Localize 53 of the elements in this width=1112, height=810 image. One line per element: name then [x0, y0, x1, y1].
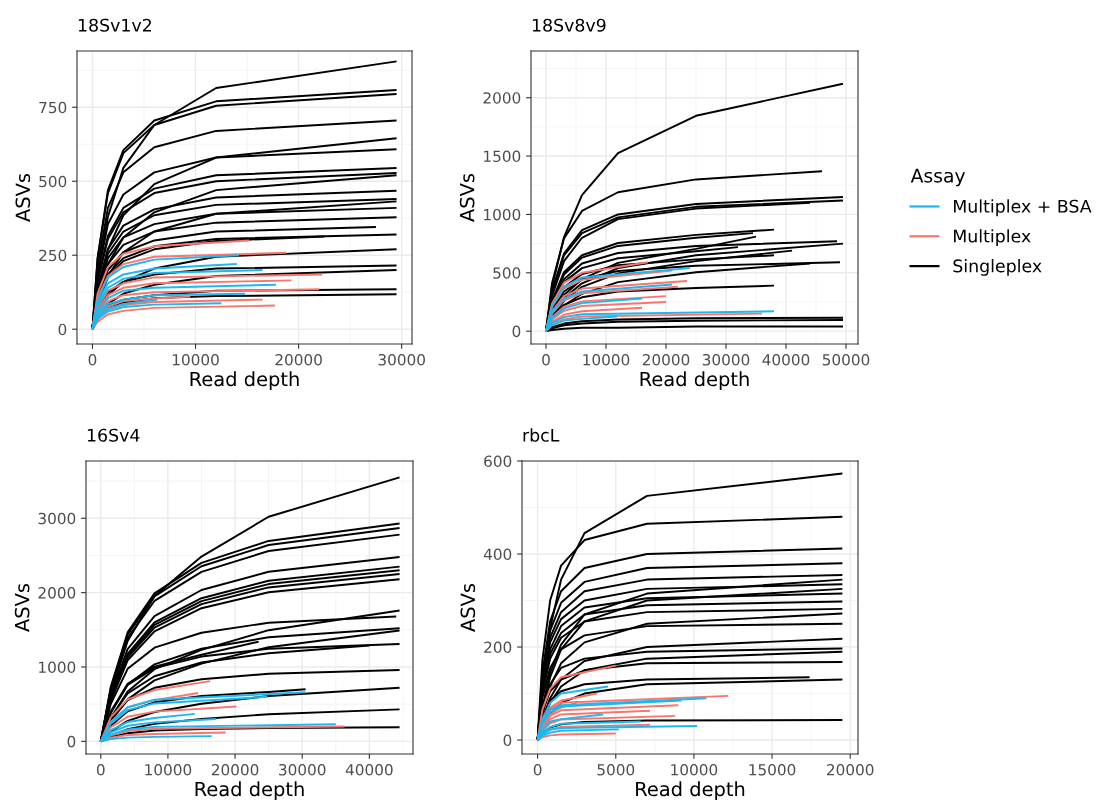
- y-tick-label: 500: [39, 175, 67, 188]
- y-tick-label: 1500: [484, 150, 521, 163]
- x-tick-label: 0: [96, 763, 105, 776]
- y-tick-label: 500: [493, 267, 521, 279]
- x-tick-label: 40000: [345, 763, 393, 776]
- x-tick-label: 15000: [749, 763, 796, 776]
- y-tick-label: 200: [484, 641, 512, 654]
- legend-label: Singleplex: [953, 259, 1042, 276]
- y-tick-label: 0: [512, 325, 521, 338]
- x-tick-label: 30000: [279, 763, 326, 776]
- legend-label: Multiplex + BSA: [954, 199, 1092, 217]
- y-tick-label: 250: [39, 249, 67, 262]
- x-tick-label: 50000: [822, 353, 870, 366]
- legend-title: Assay: [910, 168, 966, 187]
- y-tick-label: 600: [484, 455, 512, 468]
- x-axis-title: Read depth: [190, 371, 299, 391]
- x-tick-label: 5000: [597, 763, 635, 776]
- legend-label: Multiplex: [954, 229, 1031, 246]
- y-tick-label: 0: [67, 735, 76, 748]
- x-tick-label: 0: [542, 353, 550, 366]
- y-tick-label: 2000: [38, 587, 76, 599]
- x-tick-label: 20000: [275, 353, 322, 366]
- x-tick-label: 20000: [211, 763, 259, 776]
- x-tick-label: 40000: [762, 353, 810, 366]
- y-tick-label: 2000: [483, 92, 521, 104]
- x-axis-title: Read depth: [640, 371, 749, 391]
- x-tick-label: 0: [533, 763, 542, 776]
- x-tick-label: 30000: [378, 353, 425, 366]
- x-tick-label: 20000: [642, 353, 690, 366]
- y-tick-label: 3000: [38, 512, 76, 525]
- chart-title: 18Sv1v2: [78, 18, 152, 32]
- y-tick-label: 0: [58, 323, 67, 336]
- y-axis-title: ASVs: [14, 583, 30, 632]
- y-axis-title: ASVs: [15, 173, 31, 222]
- y-tick-label: 1000: [484, 208, 521, 221]
- y-tick-label: 0: [503, 734, 512, 747]
- x-tick-label: 10000: [583, 353, 630, 366]
- y-tick-label: 1000: [39, 661, 76, 674]
- x-tick-label: 20000: [827, 763, 874, 776]
- x-tick-label: 10000: [172, 353, 219, 366]
- chart-title: 16Sv4: [87, 428, 140, 442]
- x-axis-title: Read depth: [636, 781, 745, 801]
- x-tick-label: 10000: [145, 763, 192, 776]
- x-tick-label: 0: [88, 353, 97, 366]
- y-tick-label: 400: [483, 548, 512, 561]
- x-tick-label: 10000: [671, 763, 718, 776]
- y-axis-title: ASVs: [460, 583, 476, 632]
- chart-title: 18Sv8v9: [532, 18, 606, 32]
- x-axis-title: Read depth: [195, 781, 304, 801]
- x-tick-label: 30000: [702, 353, 750, 366]
- y-tick-label: 750: [39, 101, 67, 114]
- chart-title: rbcL: [523, 428, 560, 442]
- y-axis-title: ASVs: [459, 173, 475, 222]
